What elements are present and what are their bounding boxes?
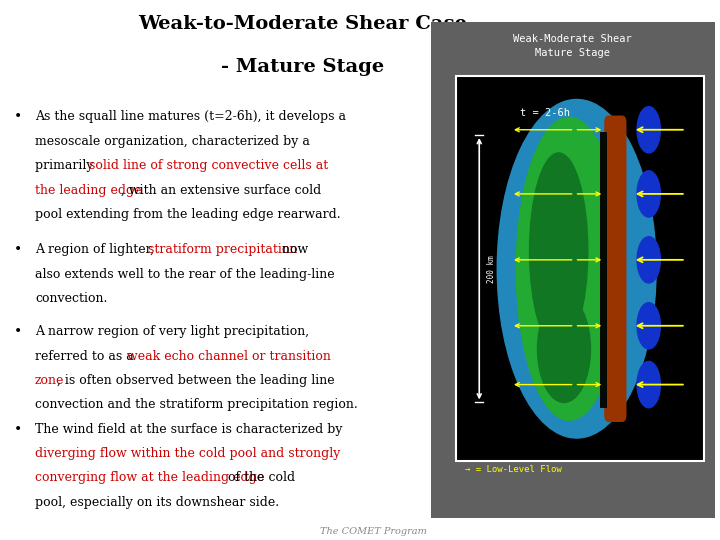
Bar: [600, 132, 608, 408]
Text: A region of lighter,: A region of lighter,: [35, 244, 158, 256]
Text: pool extending from the leading edge rearward.: pool extending from the leading edge rea…: [35, 208, 341, 221]
Text: convection.: convection.: [35, 292, 107, 305]
Text: Weak-Moderate Shear
Mature Stage: Weak-Moderate Shear Mature Stage: [513, 34, 632, 58]
FancyBboxPatch shape: [456, 76, 703, 461]
Text: A narrow region of very light precipitation,: A narrow region of very light precipitat…: [35, 325, 309, 338]
Text: → = Low-Level Flow: → = Low-Level Flow: [464, 465, 562, 474]
Text: , is often observed between the leading line: , is often observed between the leading …: [57, 374, 334, 387]
Ellipse shape: [637, 106, 660, 153]
Text: 200 km: 200 km: [487, 255, 495, 282]
Text: zone: zone: [35, 374, 64, 387]
Text: •: •: [14, 325, 22, 339]
Text: t = 2-6h: t = 2-6h: [520, 108, 570, 118]
Ellipse shape: [637, 361, 660, 408]
Ellipse shape: [529, 153, 588, 349]
Text: also extends well to the rear of the leading-line: also extends well to the rear of the lea…: [35, 268, 335, 281]
Text: the leading edge: the leading edge: [35, 184, 142, 197]
Text: now: now: [278, 244, 308, 256]
Text: Weak-to-Moderate Shear Case: Weak-to-Moderate Shear Case: [138, 15, 467, 32]
Text: diverging flow within the cold pool and strongly: diverging flow within the cold pool and …: [35, 447, 341, 460]
Ellipse shape: [498, 99, 656, 438]
Text: As the squall line matures (t=2-6h), it develops a: As the squall line matures (t=2-6h), it …: [35, 111, 346, 124]
Text: convection and the stratiform precipitation region.: convection and the stratiform precipitat…: [35, 399, 358, 411]
Text: The COMET Program: The COMET Program: [320, 526, 427, 536]
Text: primarily: primarily: [35, 159, 97, 172]
Text: referred to as a: referred to as a: [35, 349, 138, 362]
Text: , with an extensive surface cold: , with an extensive surface cold: [122, 184, 322, 197]
Text: of the cold: of the cold: [224, 471, 295, 484]
Ellipse shape: [516, 117, 622, 420]
Text: •: •: [14, 423, 22, 437]
Ellipse shape: [538, 295, 590, 402]
Ellipse shape: [637, 302, 660, 349]
Text: The wind field at the surface is characterized by: The wind field at the surface is charact…: [35, 423, 343, 436]
Text: solid line of strong convective cells at: solid line of strong convective cells at: [89, 159, 328, 172]
FancyBboxPatch shape: [604, 116, 626, 422]
Text: - Mature Stage: - Mature Stage: [221, 58, 384, 76]
Ellipse shape: [637, 171, 660, 217]
Text: mesoscale organization, characterized by a: mesoscale organization, characterized by…: [35, 135, 310, 148]
Text: converging flow at the leading edge: converging flow at the leading edge: [35, 471, 264, 484]
Text: stratiform precipitation: stratiform precipitation: [148, 244, 298, 256]
Text: •: •: [14, 244, 22, 258]
Ellipse shape: [637, 237, 660, 283]
Text: weak echo channel or transition: weak echo channel or transition: [127, 349, 330, 362]
Text: pool, especially on its downshear side.: pool, especially on its downshear side.: [35, 496, 279, 509]
Text: •: •: [14, 111, 22, 125]
